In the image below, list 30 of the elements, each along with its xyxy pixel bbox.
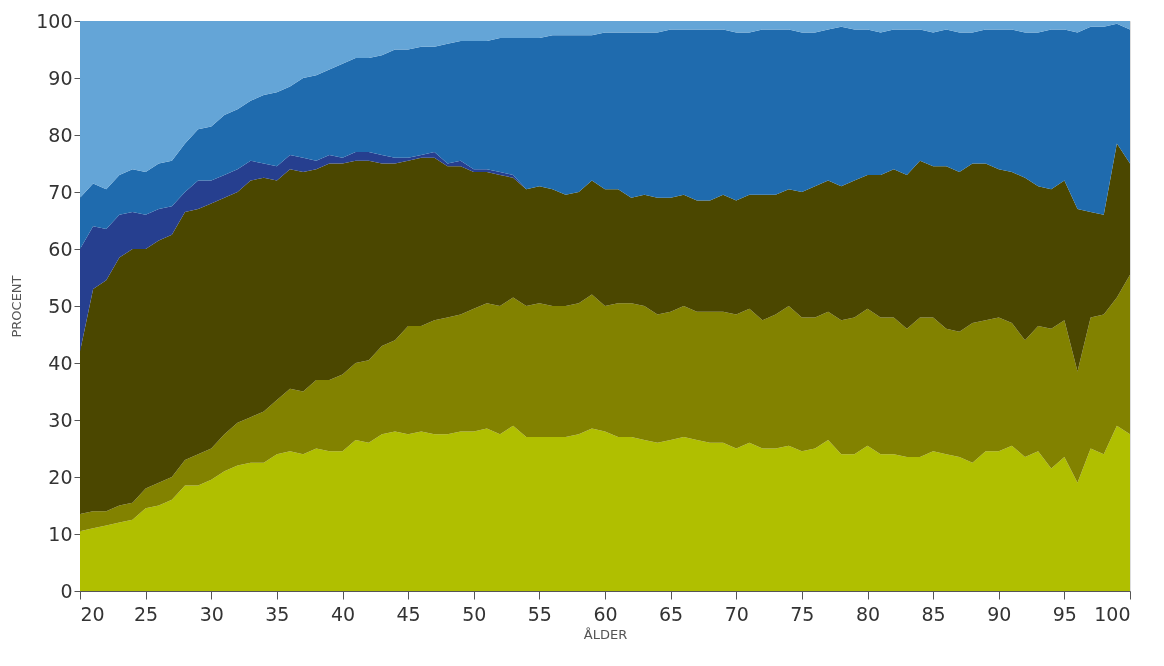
y-tick-label: 20 [48,465,73,488]
y-tick-label: 40 [48,351,73,374]
y-tick-label: 60 [48,237,73,260]
x-tick-label: 20 [80,602,105,625]
x-tick-label: 85 [921,602,946,625]
y-tick-label: 70 [48,180,73,203]
x-tick-label: 30 [199,602,224,625]
x-tick-label: 90 [987,602,1012,625]
x-tick-label: 45 [396,602,421,625]
y-tick-label: 30 [48,408,73,431]
y-tick-label: 50 [48,294,73,317]
x-tick-label: 95 [1052,602,1077,625]
x-tick-label: 70 [724,602,749,625]
x-tick-label: 35 [265,602,290,625]
x-tick-label: 25 [134,602,159,625]
x-axis-title: ÅLDER [583,626,628,642]
x-tick-label: 80 [855,602,881,625]
y-tick-label: 10 [48,522,73,545]
x-tick-label: 40 [330,602,356,625]
x-tick-label: 50 [462,602,487,625]
x-tick-label: 55 [527,602,552,625]
x-tick-label: 65 [659,602,684,625]
x-tick-label: 60 [593,602,618,625]
x-tick-label: 100 [1094,602,1131,625]
y-tick-label: 90 [48,66,73,89]
y-tick-label: 80 [48,123,73,146]
y-axis-title: PROCENT [9,275,25,338]
y-tick-label: 0 [60,579,73,602]
y-tick-label: 100 [36,9,73,32]
x-tick-label: 75 [790,602,815,625]
